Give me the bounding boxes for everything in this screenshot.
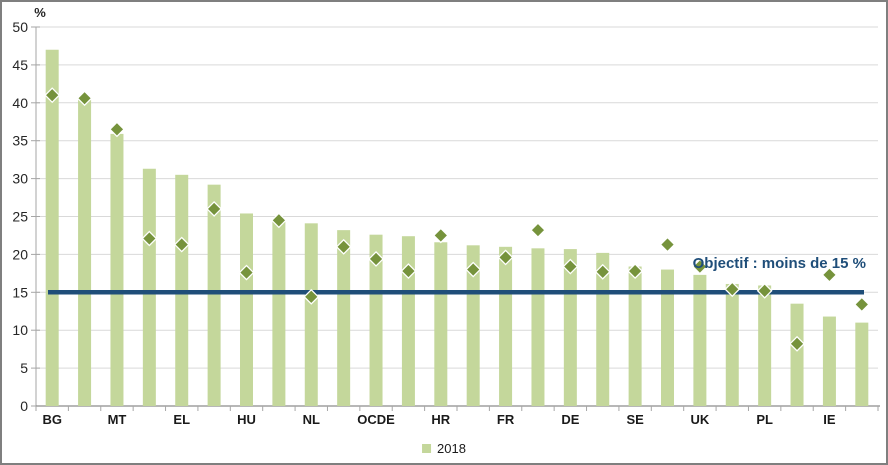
marker-diamond-col-16 bbox=[530, 222, 546, 239]
objective-target-label: Objectif : moins de 15 % bbox=[692, 255, 866, 272]
bar-UK bbox=[693, 274, 707, 406]
bar-col-2 bbox=[78, 99, 92, 406]
bar-HU bbox=[240, 213, 253, 406]
bar-col-8 bbox=[272, 221, 286, 406]
marker-diamond-col-24 bbox=[789, 335, 805, 352]
y-axis-label: 25 bbox=[12, 209, 28, 225]
y-axis-label: 50 bbox=[12, 19, 28, 35]
bar-NL bbox=[304, 223, 318, 406]
bar-col-22 bbox=[725, 283, 739, 406]
marker-diamond-HR bbox=[432, 227, 449, 244]
x-axis-label-NL: NL bbox=[303, 412, 320, 427]
bar-col-14 bbox=[466, 245, 480, 406]
marker-diamond-col-18 bbox=[594, 263, 611, 280]
y-axis-label: 5 bbox=[20, 360, 28, 376]
marker-diamond-NL bbox=[303, 288, 320, 305]
marker-diamond-IE bbox=[821, 266, 838, 283]
x-axis-label-MT: MT bbox=[108, 412, 127, 427]
marker-diamond-OCDE bbox=[368, 251, 384, 267]
bar-DE bbox=[563, 249, 577, 406]
x-axis-label-SE: SE bbox=[626, 412, 644, 427]
legend: 2018 bbox=[422, 441, 466, 456]
x-axis-label-FR: FR bbox=[497, 412, 515, 427]
bar-col-24 bbox=[790, 303, 804, 406]
marker-diamond-col-10 bbox=[335, 238, 352, 255]
marker-diamond-col-2 bbox=[76, 90, 93, 107]
x-axis-label-PL: PL bbox=[756, 412, 773, 427]
marker-diamond-UK bbox=[691, 258, 708, 275]
x-axis-label-OCDE: OCDE bbox=[357, 412, 395, 427]
marker-diamond-col-12 bbox=[400, 263, 417, 279]
y-axis-label: 0 bbox=[20, 398, 28, 414]
legend-label: 2018 bbox=[437, 441, 466, 456]
marker-diamond-col-8 bbox=[270, 212, 287, 229]
bar-col-6 bbox=[207, 184, 221, 406]
y-axis-label: 10 bbox=[12, 322, 28, 338]
bar-col-16 bbox=[531, 248, 545, 406]
y-axis-label: 40 bbox=[12, 95, 28, 111]
bar-col-12 bbox=[401, 236, 415, 406]
marker-diamond-HU bbox=[238, 264, 255, 281]
bar-OCDE bbox=[369, 234, 383, 406]
bar-BG bbox=[45, 49, 59, 407]
y-axis-label: 35 bbox=[12, 133, 28, 149]
bar-col-26 bbox=[855, 322, 869, 406]
marker-diamond-col-6 bbox=[206, 201, 223, 217]
marker-diamond-EL bbox=[173, 236, 190, 253]
marker-diamond-col-14 bbox=[465, 261, 482, 278]
bar-FR bbox=[499, 246, 513, 406]
marker-diamond-SE bbox=[627, 263, 644, 279]
bar-col-10 bbox=[337, 230, 351, 406]
marker-diamond-MT bbox=[109, 121, 125, 138]
marker-diamond-col-26 bbox=[853, 296, 870, 313]
bar-HR bbox=[434, 242, 448, 406]
x-axis-label-UK: UK bbox=[690, 412, 709, 427]
marker-diamond-col-20 bbox=[659, 236, 676, 253]
bar-MT bbox=[110, 133, 124, 407]
y-axis-label: 45 bbox=[12, 57, 28, 73]
x-axis-label-HU: HU bbox=[237, 412, 256, 427]
x-axis-label-BG: BG bbox=[42, 412, 62, 427]
marker-diamond-col-4 bbox=[141, 230, 158, 247]
bar-col-20 bbox=[661, 269, 674, 406]
bar-IE bbox=[822, 316, 836, 406]
bar-PL bbox=[758, 285, 772, 406]
x-axis-label-HR: HR bbox=[431, 412, 450, 427]
x-axis-label-EL: EL bbox=[173, 412, 190, 427]
marker-diamond-BG bbox=[44, 87, 61, 104]
y-axis-label: 15 bbox=[12, 284, 28, 300]
bar-col-4 bbox=[142, 168, 156, 406]
marker-diamond-PL bbox=[756, 282, 773, 299]
x-axis-label-IE: IE bbox=[823, 412, 836, 427]
y-axis-label: 20 bbox=[12, 246, 28, 262]
bar-SE bbox=[628, 266, 642, 406]
marker-diamond-col-22 bbox=[724, 281, 741, 298]
legend-swatch-icon bbox=[422, 444, 432, 453]
marker-diamond-FR bbox=[497, 249, 514, 266]
x-axis-label-DE: DE bbox=[561, 412, 579, 427]
marker-diamond-DE bbox=[562, 258, 579, 275]
y-axis-unit-label: % bbox=[34, 5, 46, 20]
y-axis-label: 30 bbox=[12, 171, 28, 187]
